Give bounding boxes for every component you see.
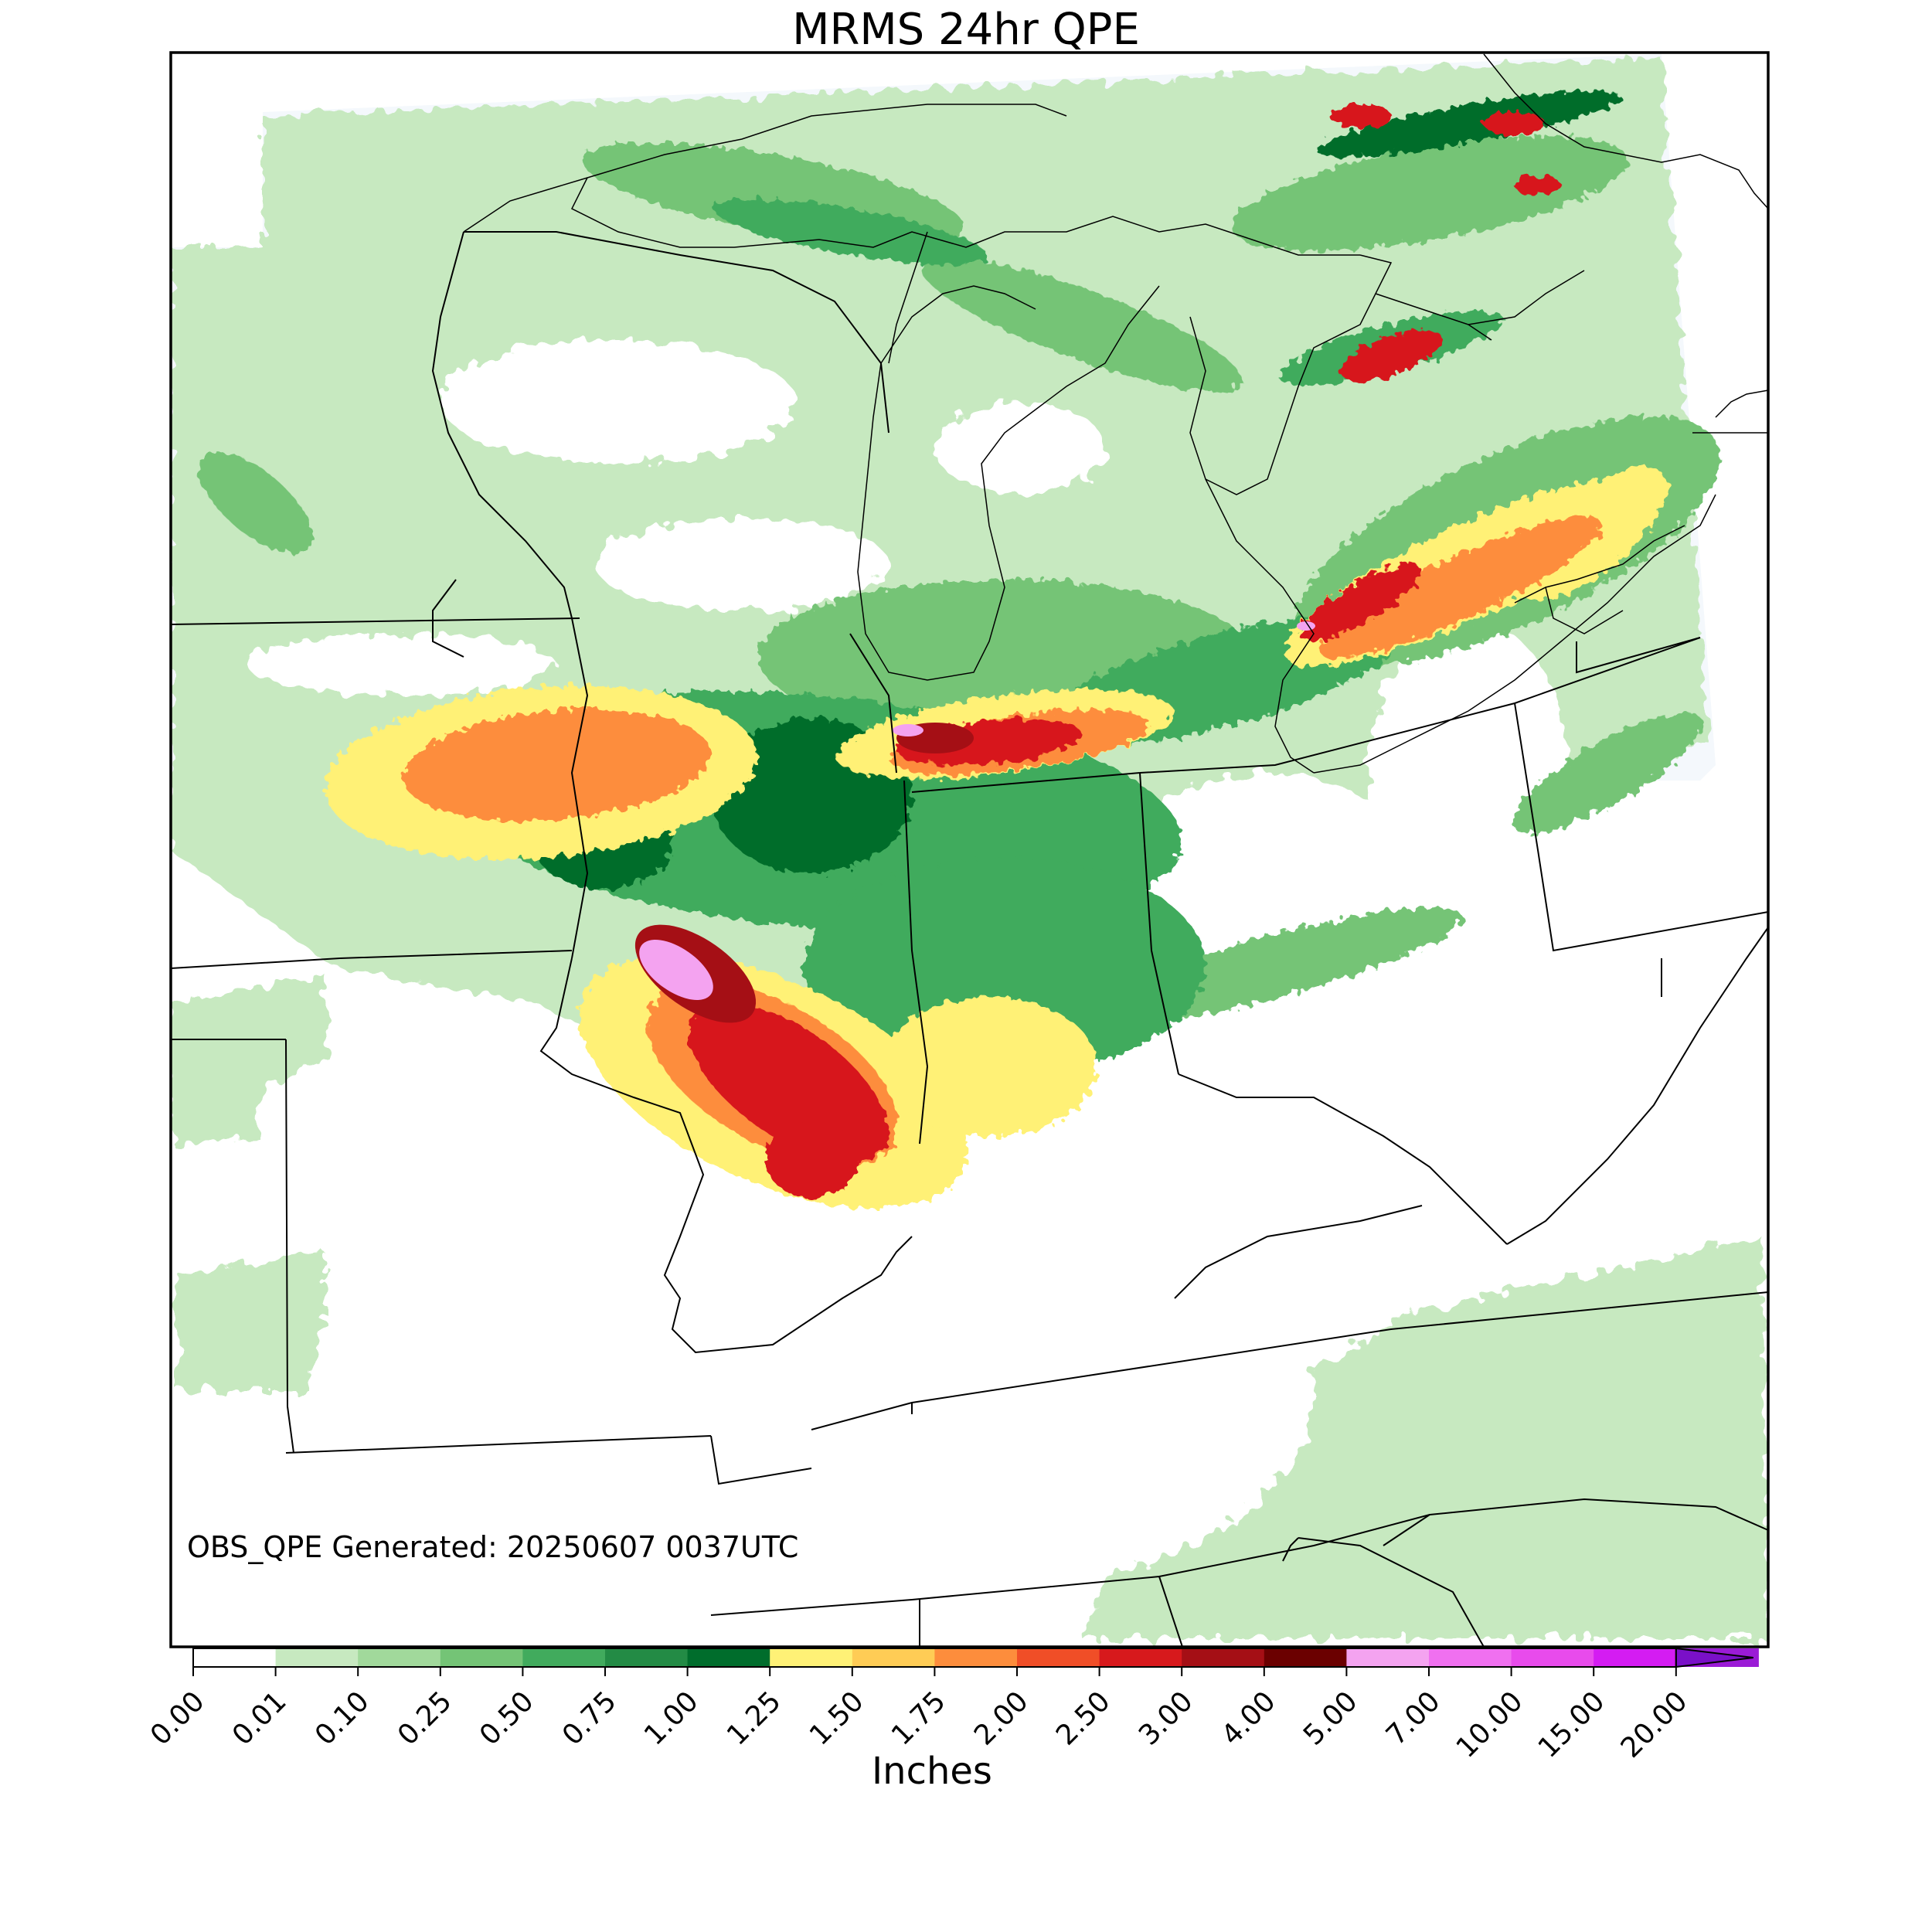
- colorbar-segment: [934, 1648, 1018, 1667]
- colorbar-segment: [358, 1648, 441, 1667]
- coastlines: [463, 53, 1769, 774]
- state-boundaries: [170, 231, 1769, 1648]
- colorbar-segment: [1346, 1648, 1430, 1667]
- colorbar-segment: [1511, 1648, 1594, 1667]
- colorbar-label: Inches: [872, 1750, 992, 1793]
- qpe-level-2-00: [688, 104, 1561, 1198]
- colorbar-segment: [1429, 1648, 1512, 1667]
- colorbar-segment: [687, 1648, 770, 1667]
- colorbar-segment: [275, 1648, 359, 1667]
- colorbar-segment: [440, 1648, 523, 1667]
- qpe-level-4-00: [639, 621, 1315, 1001]
- colorbar-segment: [522, 1648, 606, 1667]
- map-title: MRMS 24hr QPE: [792, 5, 1140, 55]
- colorbar-segment: [1182, 1648, 1265, 1667]
- colorbar-segment: [852, 1648, 935, 1667]
- colorbar-segment: [605, 1648, 689, 1667]
- colorbar-segment: [1099, 1648, 1182, 1667]
- colorbar: [192, 1647, 1759, 1676]
- colorbar-segment: [193, 1648, 277, 1667]
- colorbar-segment: [1594, 1648, 1677, 1667]
- colorbar-segment: [1017, 1648, 1100, 1667]
- map-frame: [169, 51, 1770, 1648]
- generated-stamp: OBS_QPE Generated: 20250607 0037UTC: [187, 1530, 799, 1564]
- colorbar-segment: [1264, 1648, 1347, 1667]
- colorbar-segment: [770, 1648, 853, 1667]
